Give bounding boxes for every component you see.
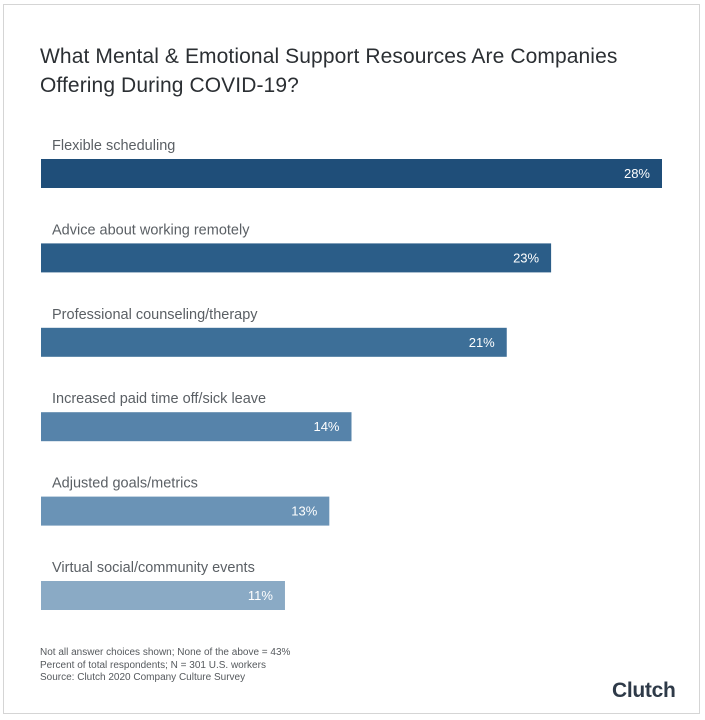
bar-value-label: 13%: [291, 504, 317, 519]
category-label: Increased paid time off/sick leave: [52, 391, 266, 407]
bar-value-label: 14%: [313, 419, 339, 434]
category-label: Advice about working remotely: [52, 222, 250, 238]
bar-value-label: 21%: [469, 335, 495, 350]
bar-value-label: 28%: [624, 166, 650, 181]
category-label: Professional counseling/therapy: [52, 307, 258, 323]
bar: [41, 412, 352, 442]
category-label: Adjusted goals/metrics: [52, 476, 198, 492]
note-answer-choices: Not all answer choices shown; None of th…: [40, 647, 291, 658]
bar: [41, 581, 285, 610]
note-source: Source: Clutch 2020 Company Culture Surv…: [40, 672, 246, 683]
note-respondents: Percent of total respondents; N = 301 U.…: [40, 659, 266, 671]
bar: [41, 159, 662, 188]
chart-title: What Mental & Emotional Support Resource…: [40, 45, 618, 97]
bar-value-label: 23%: [513, 250, 539, 265]
bar-chart: Flexible scheduling 28% Advice about worki…: [41, 138, 662, 610]
category-label: Flexible scheduling: [52, 138, 175, 154]
bar: [41, 327, 507, 357]
bar-value-label: 11%: [248, 588, 273, 603]
chart-notes: Not all answer choices shown; None of th…: [40, 647, 290, 685]
bar: [41, 243, 552, 273]
bar: [41, 496, 330, 526]
category-label: Virtual social/community events: [52, 560, 255, 576]
clutch-logo: Clutch: [612, 679, 676, 702]
